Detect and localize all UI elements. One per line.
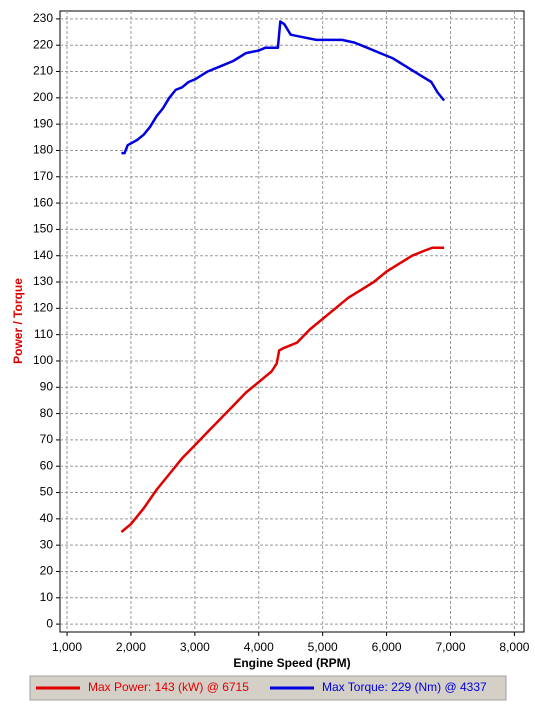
series-line (120, 246, 445, 533)
y-tick-label: 90 (40, 379, 54, 393)
y-tick-label: 230 (33, 11, 53, 25)
y-tick-label: 180 (33, 143, 53, 157)
y-tick-label: 20 (40, 564, 54, 578)
y-tick-label: 0 (46, 616, 53, 630)
y-tick-label: 40 (40, 511, 54, 525)
x-tick-label: 1,000 (52, 640, 82, 654)
y-tick-label: 130 (33, 274, 53, 288)
y-tick-label: 30 (40, 537, 54, 551)
y-tick-label: 60 (40, 458, 54, 472)
y-tick-label: 110 (34, 327, 53, 341)
x-tick-label: 4,000 (244, 640, 274, 654)
y-tick-label: 150 (33, 222, 53, 236)
y-tick-label: 160 (33, 195, 53, 209)
y-tick-label: 190 (33, 116, 53, 130)
y-tick-label: 200 (33, 90, 53, 104)
x-tick-label: 5,000 (308, 640, 338, 654)
y-tick-label: 170 (33, 169, 53, 183)
y-tick-label: 80 (40, 406, 54, 420)
x-tick-label: 8,000 (499, 640, 529, 654)
y-tick-label: 100 (33, 353, 53, 367)
x-tick-label: 7,000 (435, 640, 465, 654)
y-axis-label: Power / Torque (11, 278, 25, 364)
legend (29, 675, 507, 701)
y-tick-label: 210 (33, 64, 53, 78)
series-line (121, 20, 446, 155)
y-tick-label: 120 (33, 301, 53, 315)
y-tick-label: 220 (33, 37, 53, 51)
plot-area (59, 10, 525, 633)
x-axis-label: Engine Speed (RPM) (233, 656, 350, 670)
x-tick-label: 3,000 (180, 640, 210, 654)
legend-label: Max Torque: 229 (Nm) @ 4337 (322, 680, 487, 694)
y-tick-label: 50 (40, 485, 54, 499)
y-tick-label: 140 (33, 248, 53, 262)
y-tick-label: 10 (40, 590, 54, 604)
x-tick-label: 2,000 (116, 640, 146, 654)
legend-label: Max Power: 143 (kW) @ 6715 (88, 680, 249, 694)
y-tick-label: 70 (40, 432, 54, 446)
x-tick-label: 6,000 (372, 640, 402, 654)
